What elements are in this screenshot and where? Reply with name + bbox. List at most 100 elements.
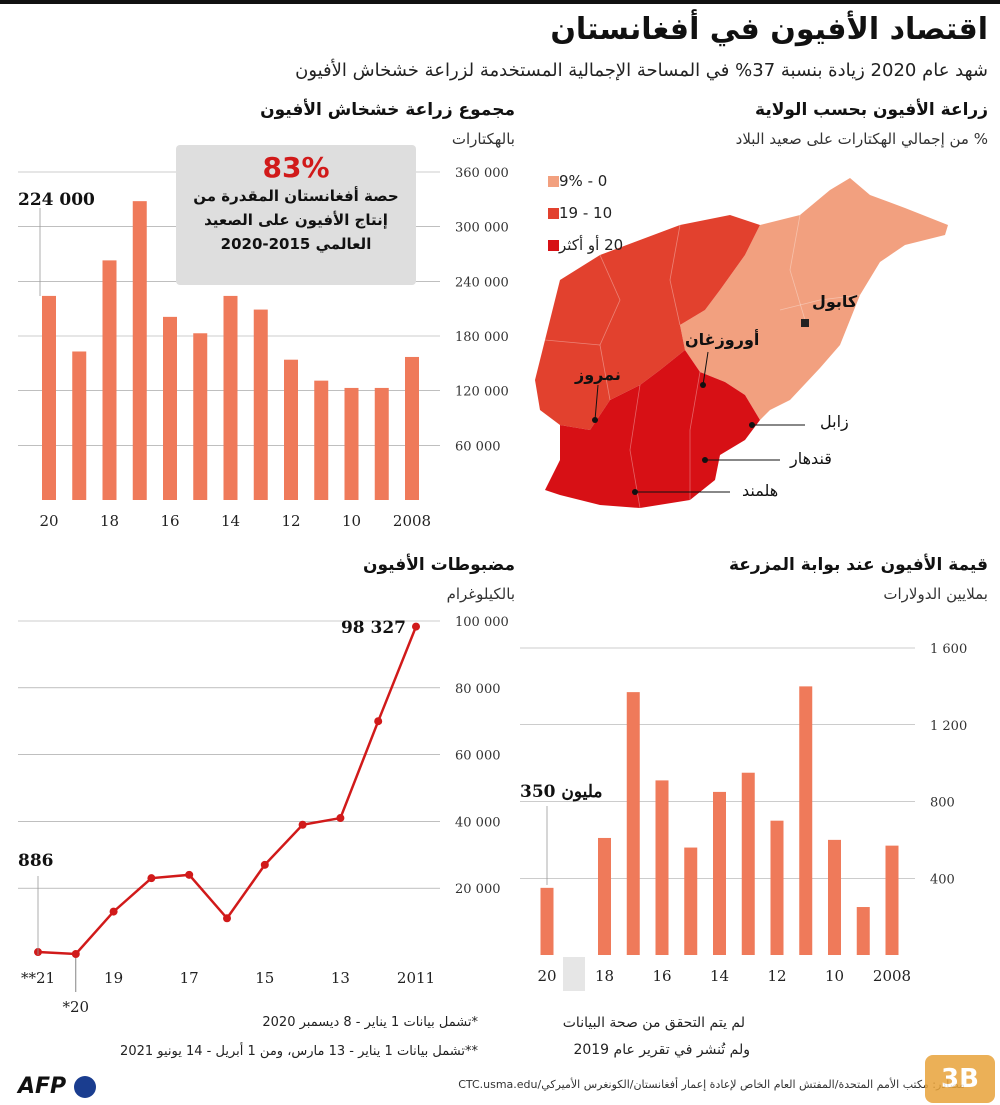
seizures-point: [412, 622, 420, 631]
farmgate-ytick-label: 800: [930, 796, 955, 811]
cultivation-bar: [42, 295, 56, 500]
cultivation-ytick-label: 240 000: [455, 275, 509, 290]
world-share-callout: 83% حصة أفغانستان المقدرة من إنتاج الأفي…: [176, 145, 416, 285]
seizures-xtick-label: 2011: [397, 969, 435, 987]
legend-swatch-low: [548, 175, 559, 187]
seizures-xtick-label: 15: [255, 969, 274, 987]
footnote-2021: **تشمل بيانات 1 يناير - 13 مارس، ومن 1 أ…: [120, 1044, 478, 1059]
cultivation-bar: [253, 309, 268, 500]
uruzgan-leader: [702, 351, 709, 386]
seizures-point: [260, 860, 269, 869]
seizures-xtick-label: *20: [63, 998, 90, 1016]
seizures-unit: بالكيلوغرام: [446, 585, 515, 603]
world-share-text-1: حصة أفغانستان المقدرة من: [193, 187, 399, 205]
seizures-point: [223, 914, 231, 923]
cultivation-bar: [284, 359, 298, 500]
map-legend: 0 - 9% 10 - 19 20 أو أكثر: [540, 165, 623, 261]
seizures-point: [374, 717, 383, 726]
kabul-marker: [801, 319, 809, 327]
region-mid: [535, 215, 760, 430]
seizures-ytick-label: 20 000: [455, 882, 501, 897]
cultivation-unit: بالهكتارات: [451, 130, 515, 148]
legend-item-high: 20 أو أكثر: [540, 229, 623, 261]
seizures-point: [109, 907, 118, 916]
farmgate-bar: [828, 839, 841, 955]
cultivation-title: مجموع زراعة خشخاش الأفيون: [260, 100, 515, 120]
cultivation-bar: [405, 356, 419, 500]
cultivation-ytick-label: 120 000: [455, 385, 509, 400]
cultivation-bar: [193, 333, 208, 500]
province-borders: [544, 214, 861, 509]
no-data-note-1: لم يتم التحقق من صحة البيانات: [562, 1015, 745, 1031]
seizures-point: [147, 874, 156, 883]
label-helmand: هلمند: [742, 481, 779, 500]
cultivation-ytick-label: 60 000: [455, 439, 501, 454]
label-zabul: زابل: [820, 412, 849, 431]
seizures-title: مضبوطات الأفيون: [363, 555, 515, 575]
legend-swatch-mid: [548, 207, 559, 219]
legend-swatch-high: [548, 239, 559, 251]
farmgate-bar: [885, 845, 899, 955]
seizures-point: [185, 870, 194, 879]
cultivation-xtick-label: 16: [160, 512, 179, 530]
farmgate-bar: [626, 692, 640, 955]
cultivation-ytick-label: 300 000: [455, 221, 509, 236]
farmgate-xtick-label: 18: [595, 967, 614, 985]
label-nimroz: نمروز: [575, 365, 621, 384]
label-kabul: كابول: [812, 292, 858, 311]
farmgate-xtick-label: 12: [767, 967, 786, 985]
seizures-ytick-label: 100 000: [455, 615, 509, 630]
farmgate-bar: [655, 780, 669, 955]
farmgate-bar: [598, 837, 611, 955]
region-low: [680, 178, 948, 420]
legend-label-high: 20 أو أكثر: [559, 236, 624, 254]
farmgate-xtick-label: 20: [537, 967, 556, 985]
farmgate-ytick-label: 1 600: [930, 642, 967, 657]
cultivation-xtick-label: 2008: [393, 512, 431, 530]
source-line: مصادر: مكتب الأمم المتحدة/المفتش العام ا…: [458, 1078, 965, 1091]
nimroz-leader: [594, 384, 599, 421]
seizures-point: [336, 814, 345, 823]
legend-label-low: 0 - 9%: [559, 172, 608, 190]
farmgate-bar: [684, 847, 698, 955]
footnote-2020: *تشمل بيانات 1 يناير - 8 ديسمبر 2020: [262, 1015, 478, 1030]
label-kandahar: قندهار: [790, 449, 832, 468]
farmgate-ytick-label: 1 200: [930, 719, 967, 734]
cultivation-annotation: 224 000: [18, 190, 95, 210]
seizures-ytick-label: 40 000: [455, 815, 501, 830]
farmgate-ytick-label: 400: [930, 872, 955, 887]
cultivation-bar: [132, 201, 147, 500]
region-high: [545, 350, 760, 508]
no-data-note-2: ولم تُنشر في تقرير عام 2019: [573, 1042, 750, 1058]
farmgate-bar: [856, 907, 870, 955]
cultivation-xtick-label: 20: [39, 512, 58, 530]
farmgate-xtick-label: 10: [825, 967, 844, 985]
farmgate-bar: [799, 686, 813, 955]
farmgate-xtick-label: 2008: [873, 967, 911, 985]
top-rule: [0, 0, 1000, 4]
farmgate-xtick-label: 14: [710, 967, 729, 985]
legend-item-low: 0 - 9%: [540, 165, 623, 197]
map-regions: [535, 178, 948, 508]
farmgate-bar: [540, 887, 554, 955]
farmgate-xtick-label: 16: [652, 967, 671, 985]
seizures-xtick-label: **21: [21, 969, 55, 987]
seizures-xtick-label: 19: [104, 969, 123, 987]
cultivation-bar: [314, 380, 329, 500]
legend-item-mid: 10 - 19: [540, 197, 623, 229]
cultivation-xtick-label: 18: [100, 512, 119, 530]
provinces-title: زراعة الأفيون بحسب الولاية: [755, 100, 988, 120]
world-share-percent: 83%: [262, 151, 330, 184]
farmgate-unit: بملايين الدولارات: [883, 585, 988, 603]
afp-logo: AFP: [18, 1074, 67, 1099]
world-share-text-3: العالمي 2015-2020: [220, 235, 372, 253]
legend-label-mid: 10 - 19: [559, 204, 613, 222]
page-subtitle: شهد عام 2020 زيادة بنسبة 37% في المساحة …: [295, 60, 988, 81]
cultivation-xtick-label: 12: [281, 512, 300, 530]
seizures-ytick-label: 60 000: [455, 749, 501, 764]
cultivation-xtick-label: 10: [342, 512, 361, 530]
watermark-logo-icon: 3B: [925, 1055, 995, 1103]
seizures-annotation-latest: 886: [18, 851, 54, 871]
